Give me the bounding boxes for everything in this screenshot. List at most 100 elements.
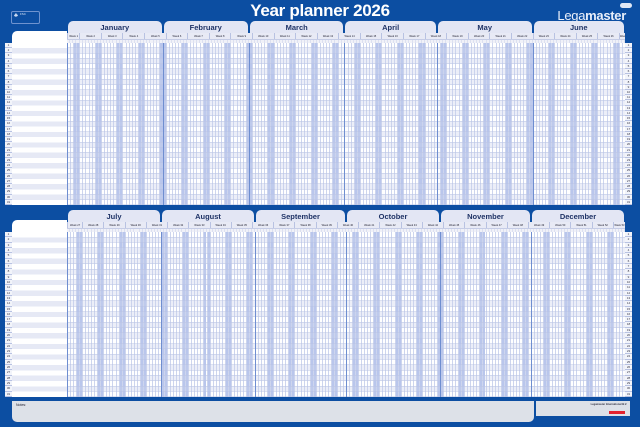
row-number: 18 — [5, 131, 12, 138]
row-number: 29 — [5, 189, 12, 195]
month-tab-november[interactable]: November — [441, 210, 530, 222]
row-number: 11 — [5, 95, 12, 101]
row-number: 3 — [625, 53, 632, 59]
row-number: 5 — [625, 63, 632, 70]
notes-area[interactable]: Notes: — [12, 401, 534, 422]
row-number: 29 — [5, 381, 12, 387]
row-number: 15 — [625, 116, 632, 122]
name-rows — [12, 232, 67, 397]
week-label: Week 16 — [381, 33, 403, 39]
row-number: 27 — [625, 370, 632, 376]
month-divider — [162, 43, 164, 205]
week-label: Week 20 — [467, 33, 490, 39]
row-number: 26 — [625, 173, 632, 179]
week-label: Week 30 — [124, 222, 146, 228]
row-number: 3 — [625, 242, 632, 248]
month-tab-december[interactable]: December — [531, 210, 624, 222]
month-tab-april[interactable]: April — [345, 21, 436, 33]
row-number: 22 — [625, 343, 632, 350]
month-tab-january[interactable]: January — [68, 21, 162, 33]
month-tab-june[interactable]: June — [533, 21, 624, 33]
week-label: Week 50 — [549, 222, 570, 228]
row-number: 7 — [625, 74, 632, 80]
row-number: 20 — [625, 333, 632, 339]
month-tabs: January February March April May June — [67, 21, 625, 33]
month-divider — [530, 232, 532, 397]
week-label: Week 37 — [273, 222, 294, 228]
month-tab-august[interactable]: August — [162, 210, 254, 222]
week-label: Week 39 — [315, 222, 337, 228]
row-number: 9 — [5, 84, 12, 91]
month-divider — [161, 232, 162, 397]
row-number: 8 — [5, 79, 12, 85]
row-number: 26 — [625, 365, 632, 371]
row-number: 16 — [625, 121, 632, 127]
row-number: 4 — [5, 58, 12, 64]
week-label: Week 35 — [230, 222, 252, 228]
row-number: 19 — [625, 327, 632, 334]
month-tab-july[interactable]: July — [68, 210, 160, 222]
row-number: 11 — [625, 285, 632, 291]
month-tab-march[interactable]: March — [249, 21, 344, 33]
row-number: 6 — [5, 69, 12, 75]
row-number: 5 — [5, 253, 12, 259]
legamaster-logo: Legamaster — [557, 3, 632, 23]
month-label: October — [378, 212, 408, 221]
week-label: Week 44 — [421, 222, 443, 228]
planner-grid[interactable] — [67, 232, 625, 397]
row-number: 30 — [5, 386, 12, 392]
row-number: 14 — [625, 110, 632, 117]
month-tab-october[interactable]: October — [347, 210, 439, 222]
row-number: 19 — [625, 137, 632, 143]
week-label: Week 31 — [145, 222, 167, 228]
month-divider — [440, 232, 441, 397]
logo-mark-icon — [620, 3, 632, 8]
name-column[interactable] — [12, 31, 67, 205]
month-tab-september[interactable]: September — [256, 210, 345, 222]
row-number: 20 — [5, 333, 12, 339]
row-number: 24 — [5, 163, 12, 169]
month-tab-february[interactable]: February — [163, 21, 248, 33]
week-label: Week 18 — [424, 33, 447, 39]
row-number: 20 — [5, 142, 12, 148]
month-label: March — [285, 23, 308, 32]
row-number: 22 — [5, 152, 12, 158]
row-number: 6 — [625, 258, 632, 264]
row-number: 10 — [5, 279, 12, 286]
week-label: Week 4 — [122, 33, 144, 39]
week-label: Week 42 — [379, 222, 400, 228]
week-label: Week 15 — [359, 33, 382, 39]
row-number: 6 — [5, 258, 12, 264]
row-number: 2 — [625, 237, 632, 243]
week-label: Week 26 — [597, 33, 619, 39]
week-label: Week 8 — [208, 33, 231, 39]
row-number: 26 — [5, 365, 12, 371]
week-label: Week 11 — [273, 33, 296, 39]
week-label: Week 23 — [532, 33, 555, 39]
row-number: 9 — [5, 274, 12, 280]
row-number: 14 — [5, 301, 12, 307]
row-number: 17 — [5, 317, 12, 323]
week-label: Week 29 — [103, 222, 124, 228]
row-number: 17 — [5, 126, 12, 132]
week-label: Week 17 — [403, 33, 425, 39]
row-number: 1 — [5, 232, 12, 238]
week-label: Week 12 — [295, 33, 317, 39]
week-row: Week 1 Week 2 Week 3 Week 4 Week 5 Week 6 Week… — [67, 33, 625, 39]
row-number: 15 — [5, 306, 12, 312]
row-number: 31 — [5, 391, 12, 397]
row-number: 20 — [625, 142, 632, 148]
row-number: 26 — [5, 173, 12, 179]
row-number: 27 — [5, 370, 12, 376]
row-number: 31 — [5, 199, 12, 205]
row-number: 6 — [625, 69, 632, 75]
week-label: Week 34 — [209, 222, 231, 228]
row-number: 10 — [5, 90, 12, 96]
week-label: Week 49 — [527, 222, 549, 228]
row-number: 16 — [625, 311, 632, 318]
row-number: 24 — [625, 163, 632, 169]
month-tab-may[interactable]: May — [437, 21, 532, 33]
planner-grid[interactable] — [67, 43, 625, 205]
row-number: 31 — [625, 391, 632, 397]
name-column[interactable] — [12, 220, 67, 397]
